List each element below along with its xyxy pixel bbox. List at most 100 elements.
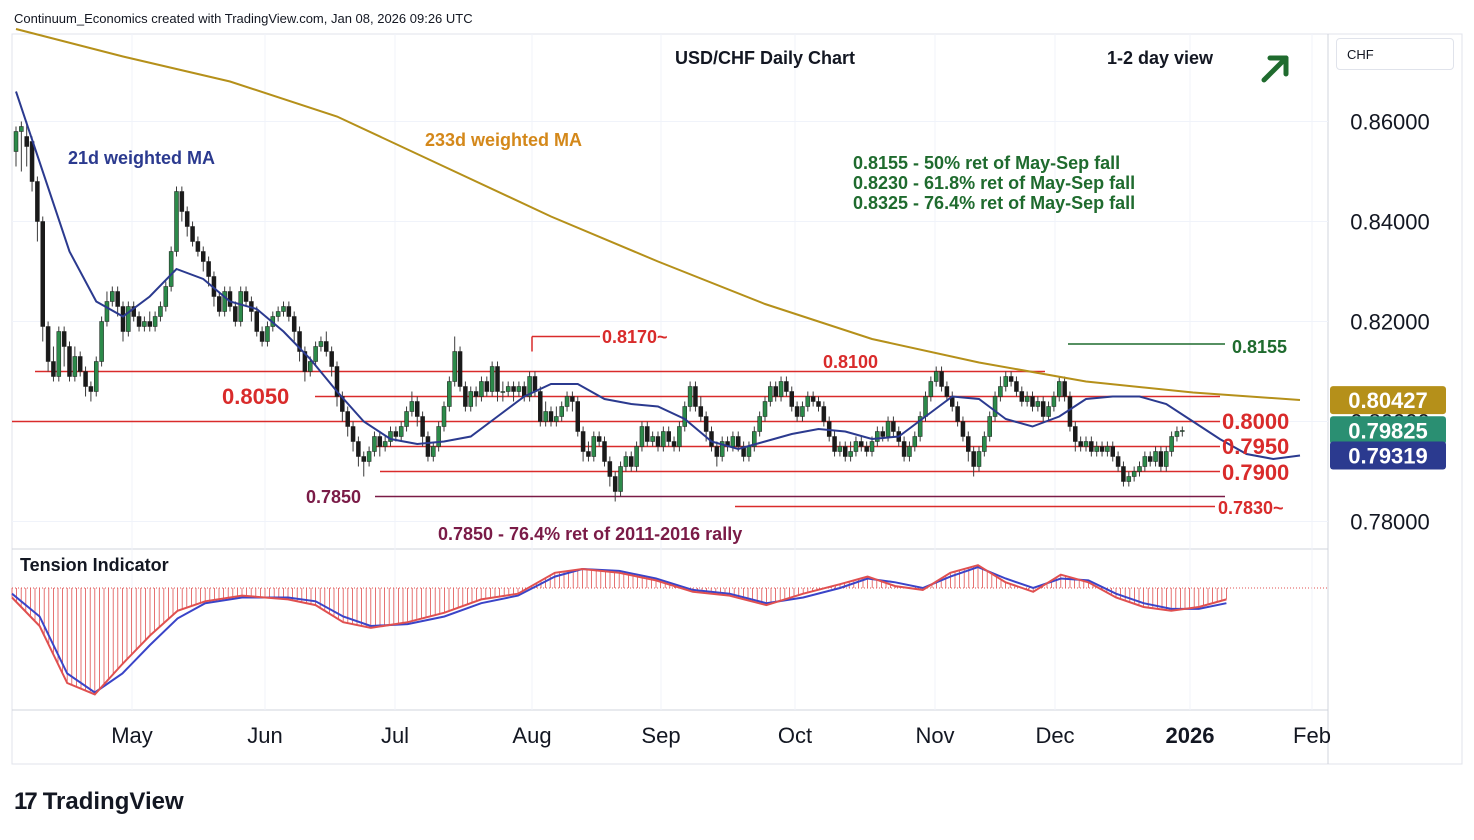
long-term-fib-note: 0.7850 - 76.4% ret of 2011-2016 rally	[438, 524, 742, 544]
tension-fast-line	[11, 564, 1227, 696]
time-axis-tick-label: Jul	[381, 723, 409, 748]
candle-body	[222, 291, 227, 312]
candle-body	[1057, 381, 1062, 397]
candle-body	[115, 291, 120, 307]
candle-body	[607, 461, 613, 477]
candle-body	[816, 401, 821, 407]
candle-body	[104, 301, 110, 322]
candle-body	[800, 406, 805, 417]
candle-body	[1147, 456, 1153, 462]
level-label-7950: 0.7950	[1222, 434, 1289, 459]
candle-body	[516, 386, 522, 392]
candle-body	[762, 401, 768, 417]
candle-body	[1110, 446, 1115, 457]
time-axis-tick-label: Jun	[247, 723, 282, 748]
ma21-legend: 21d weighted MA	[68, 148, 215, 168]
candle-body	[655, 436, 661, 447]
candle-body	[131, 306, 136, 317]
candle-body	[313, 346, 318, 362]
currency-selector[interactable]: CHF	[1336, 38, 1454, 70]
candle-body	[425, 436, 431, 457]
candle-body	[431, 446, 436, 457]
candle-body	[912, 436, 918, 447]
tradingview-logo[interactable]: 17 TradingView	[14, 788, 184, 816]
candle-body	[366, 451, 372, 462]
candle-body	[1024, 396, 1030, 402]
candle-body	[40, 221, 45, 327]
candle-body	[548, 411, 554, 422]
candle-body	[479, 381, 484, 397]
candle-body	[345, 411, 350, 427]
candle-body	[1014, 381, 1019, 392]
candle-body	[923, 396, 928, 417]
candle-body	[891, 421, 896, 432]
time-axis-tick-label: Aug	[512, 723, 551, 748]
candle-body	[1131, 471, 1137, 477]
candle-body	[634, 446, 639, 467]
candle-body	[1030, 396, 1035, 407]
candle-body	[334, 366, 340, 397]
candle-body	[1158, 451, 1164, 467]
candle-body	[939, 371, 944, 387]
chart-frame	[11, 33, 1463, 765]
candle-body	[901, 441, 907, 457]
candle-body	[612, 476, 618, 492]
candle-body	[147, 321, 152, 327]
candle-body	[992, 396, 998, 417]
level-label-7830: 0.7830~	[1218, 498, 1284, 518]
candle-body	[457, 351, 463, 387]
candle-body	[703, 416, 709, 432]
candle-body	[136, 316, 142, 327]
candle-body	[1174, 431, 1180, 437]
candle-body	[623, 456, 629, 467]
candle-body	[639, 426, 645, 447]
candle-body	[933, 371, 939, 382]
candle-body	[19, 126, 24, 132]
candle-body	[645, 426, 650, 442]
candle-body	[869, 441, 875, 452]
candle-body	[265, 326, 270, 342]
level-label-8155: 0.8155	[1232, 337, 1287, 357]
candle-body	[543, 411, 548, 422]
candle-body	[152, 316, 158, 327]
candle-body	[1164, 451, 1169, 467]
candle-body	[318, 341, 324, 347]
candle-body	[1142, 456, 1148, 467]
candle-body	[1105, 446, 1110, 452]
candle-body	[238, 291, 243, 322]
candle-body	[1121, 466, 1126, 482]
candle-body	[1094, 446, 1099, 452]
candle-body	[99, 321, 104, 362]
candle-body	[1126, 476, 1132, 482]
tension-indicator-title: Tension Indicator	[20, 555, 169, 575]
arrow-up-right-icon	[1261, 55, 1289, 83]
candle-body	[29, 141, 35, 182]
candle-body	[730, 436, 736, 447]
price-badge-label: 0.79825	[1348, 418, 1428, 443]
candle-body	[1083, 441, 1089, 447]
candle-body	[778, 381, 784, 397]
candle-body	[72, 356, 78, 377]
candle-body	[233, 306, 238, 322]
candle-body	[1115, 456, 1121, 467]
candle-body	[843, 446, 848, 457]
level-label-8000: 0.8000	[1222, 409, 1289, 434]
candle-body	[227, 291, 233, 307]
candle-body	[511, 386, 516, 392]
candle-body	[966, 436, 971, 452]
candle-body	[441, 406, 447, 427]
candle-body	[275, 311, 281, 317]
candle-body	[1153, 451, 1158, 462]
candle-body	[404, 411, 409, 427]
candle-body	[810, 396, 816, 402]
candle-body	[382, 441, 388, 447]
candle-body	[495, 366, 500, 392]
candle-body	[243, 291, 249, 302]
candle-body	[960, 421, 966, 437]
time-axis-labels: May Jun Jul Aug Sep Oct Nov Dec 2026 Feb	[111, 723, 1331, 748]
candle-body	[885, 421, 891, 437]
candle-body	[1040, 401, 1046, 417]
candle-body	[591, 436, 597, 457]
